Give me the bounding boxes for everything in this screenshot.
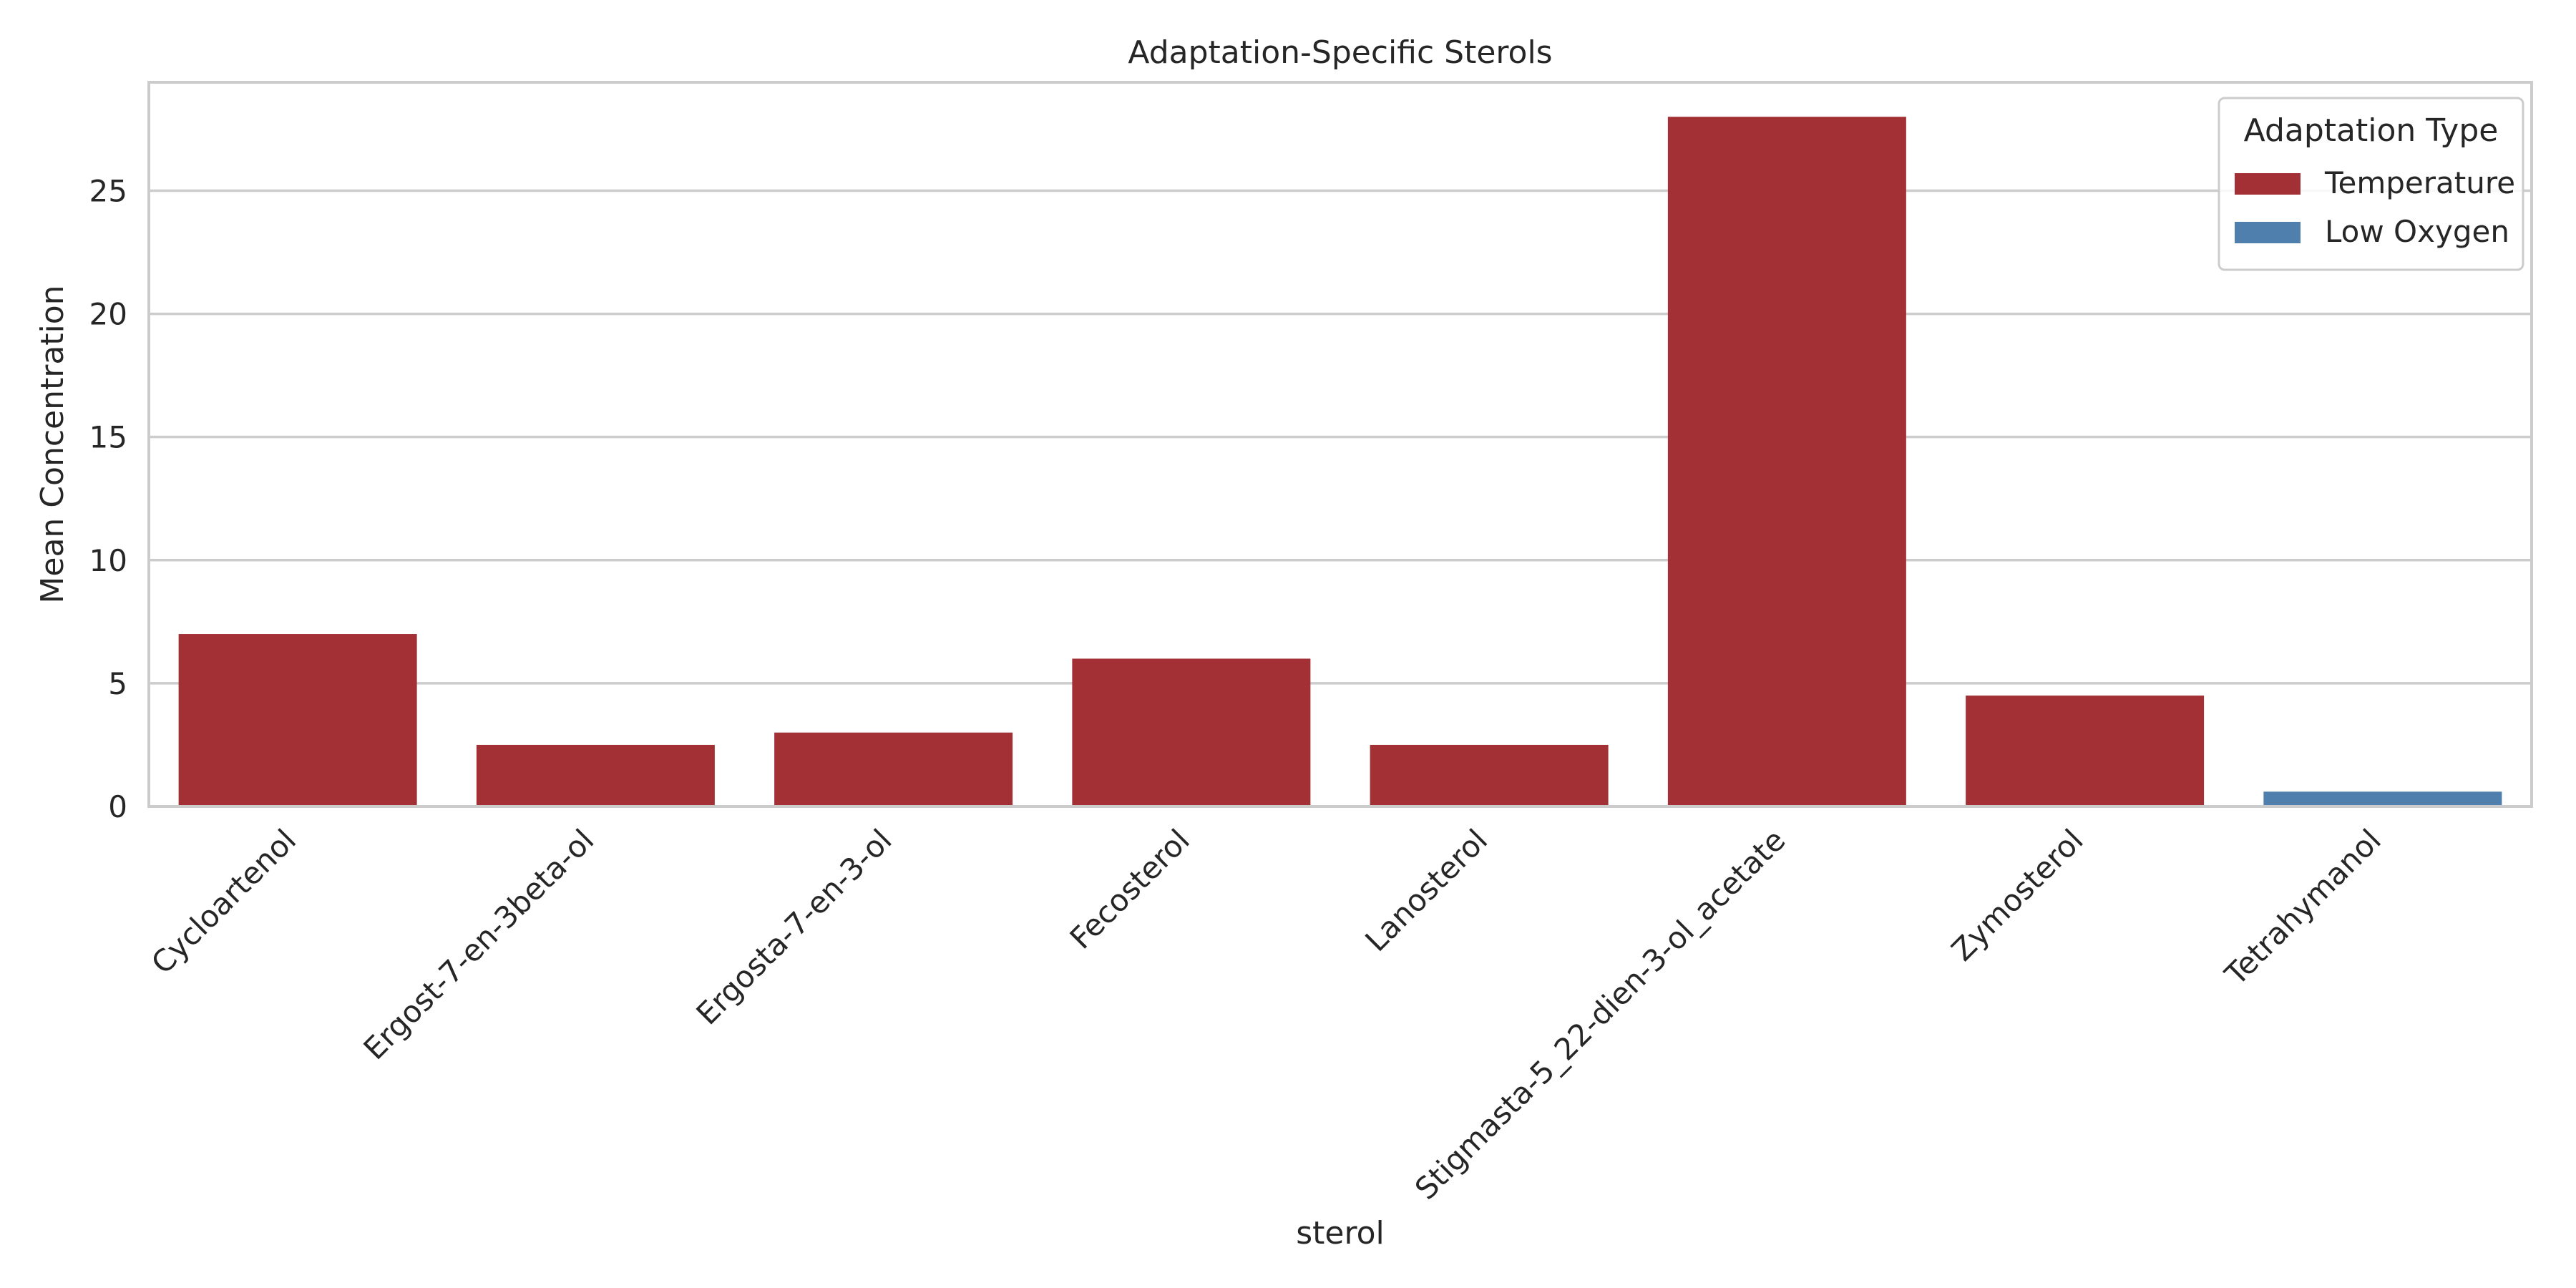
x-axis-label: sterol [1296, 1215, 1385, 1252]
x-tick-label: Lanosterol [1358, 822, 1494, 958]
legend-label: Temperature [2324, 165, 2515, 200]
y-tick-label: 15 [89, 420, 127, 455]
y-tick-label: 10 [89, 543, 127, 578]
x-tick-label: Fecosterol [1063, 822, 1196, 955]
y-tick-labels: 0 5 10 15 20 25 [89, 173, 127, 824]
legend-entries: Temperature Low Oxygen [2235, 165, 2515, 249]
y-axis-label: Mean Concentration [34, 285, 71, 603]
bar [1072, 658, 1311, 806]
bar [1370, 744, 1609, 806]
x-tick-label: Ergosta-7-en-3-ol [690, 822, 899, 1031]
legend: Adaptation Type Temperature Low Oxygen [2218, 97, 2524, 271]
plot-area [149, 82, 2532, 806]
bar [178, 634, 417, 806]
bar [476, 744, 715, 806]
bar [1667, 117, 1906, 806]
legend-label: Low Oxygen [2325, 214, 2509, 249]
y-tick-label: 20 [89, 297, 127, 332]
x-tick-label: Stigmasta-5_22-dien-3-ol_acetate [1408, 822, 1792, 1206]
x-tick-labels: Cycloartenol Ergost-7-en-3beta-ol Ergosta-… [145, 822, 2388, 1206]
y-tick-label: 25 [89, 173, 127, 208]
bar [1966, 696, 2205, 806]
x-tick-label: Cycloartenol [145, 822, 303, 980]
chart-title: Adaptation-Specific Sterols [1128, 34, 1552, 71]
plot-frame [147, 81, 2533, 808]
bar [774, 732, 1013, 806]
y-tick-label: 0 [108, 789, 127, 824]
legend-swatch [2235, 173, 2301, 195]
bars [178, 117, 2502, 806]
x-tick-label: Ergost-7-en-3beta-ol [357, 822, 601, 1066]
legend-swatch [2235, 222, 2301, 243]
legend-title: Adaptation Type [2244, 112, 2499, 149]
x-tick-label: Zymosterol [1945, 822, 2090, 967]
bar [2263, 791, 2502, 806]
x-tick-label: Tetrahymanol [2218, 822, 2388, 992]
y-tick-label: 5 [108, 666, 127, 701]
